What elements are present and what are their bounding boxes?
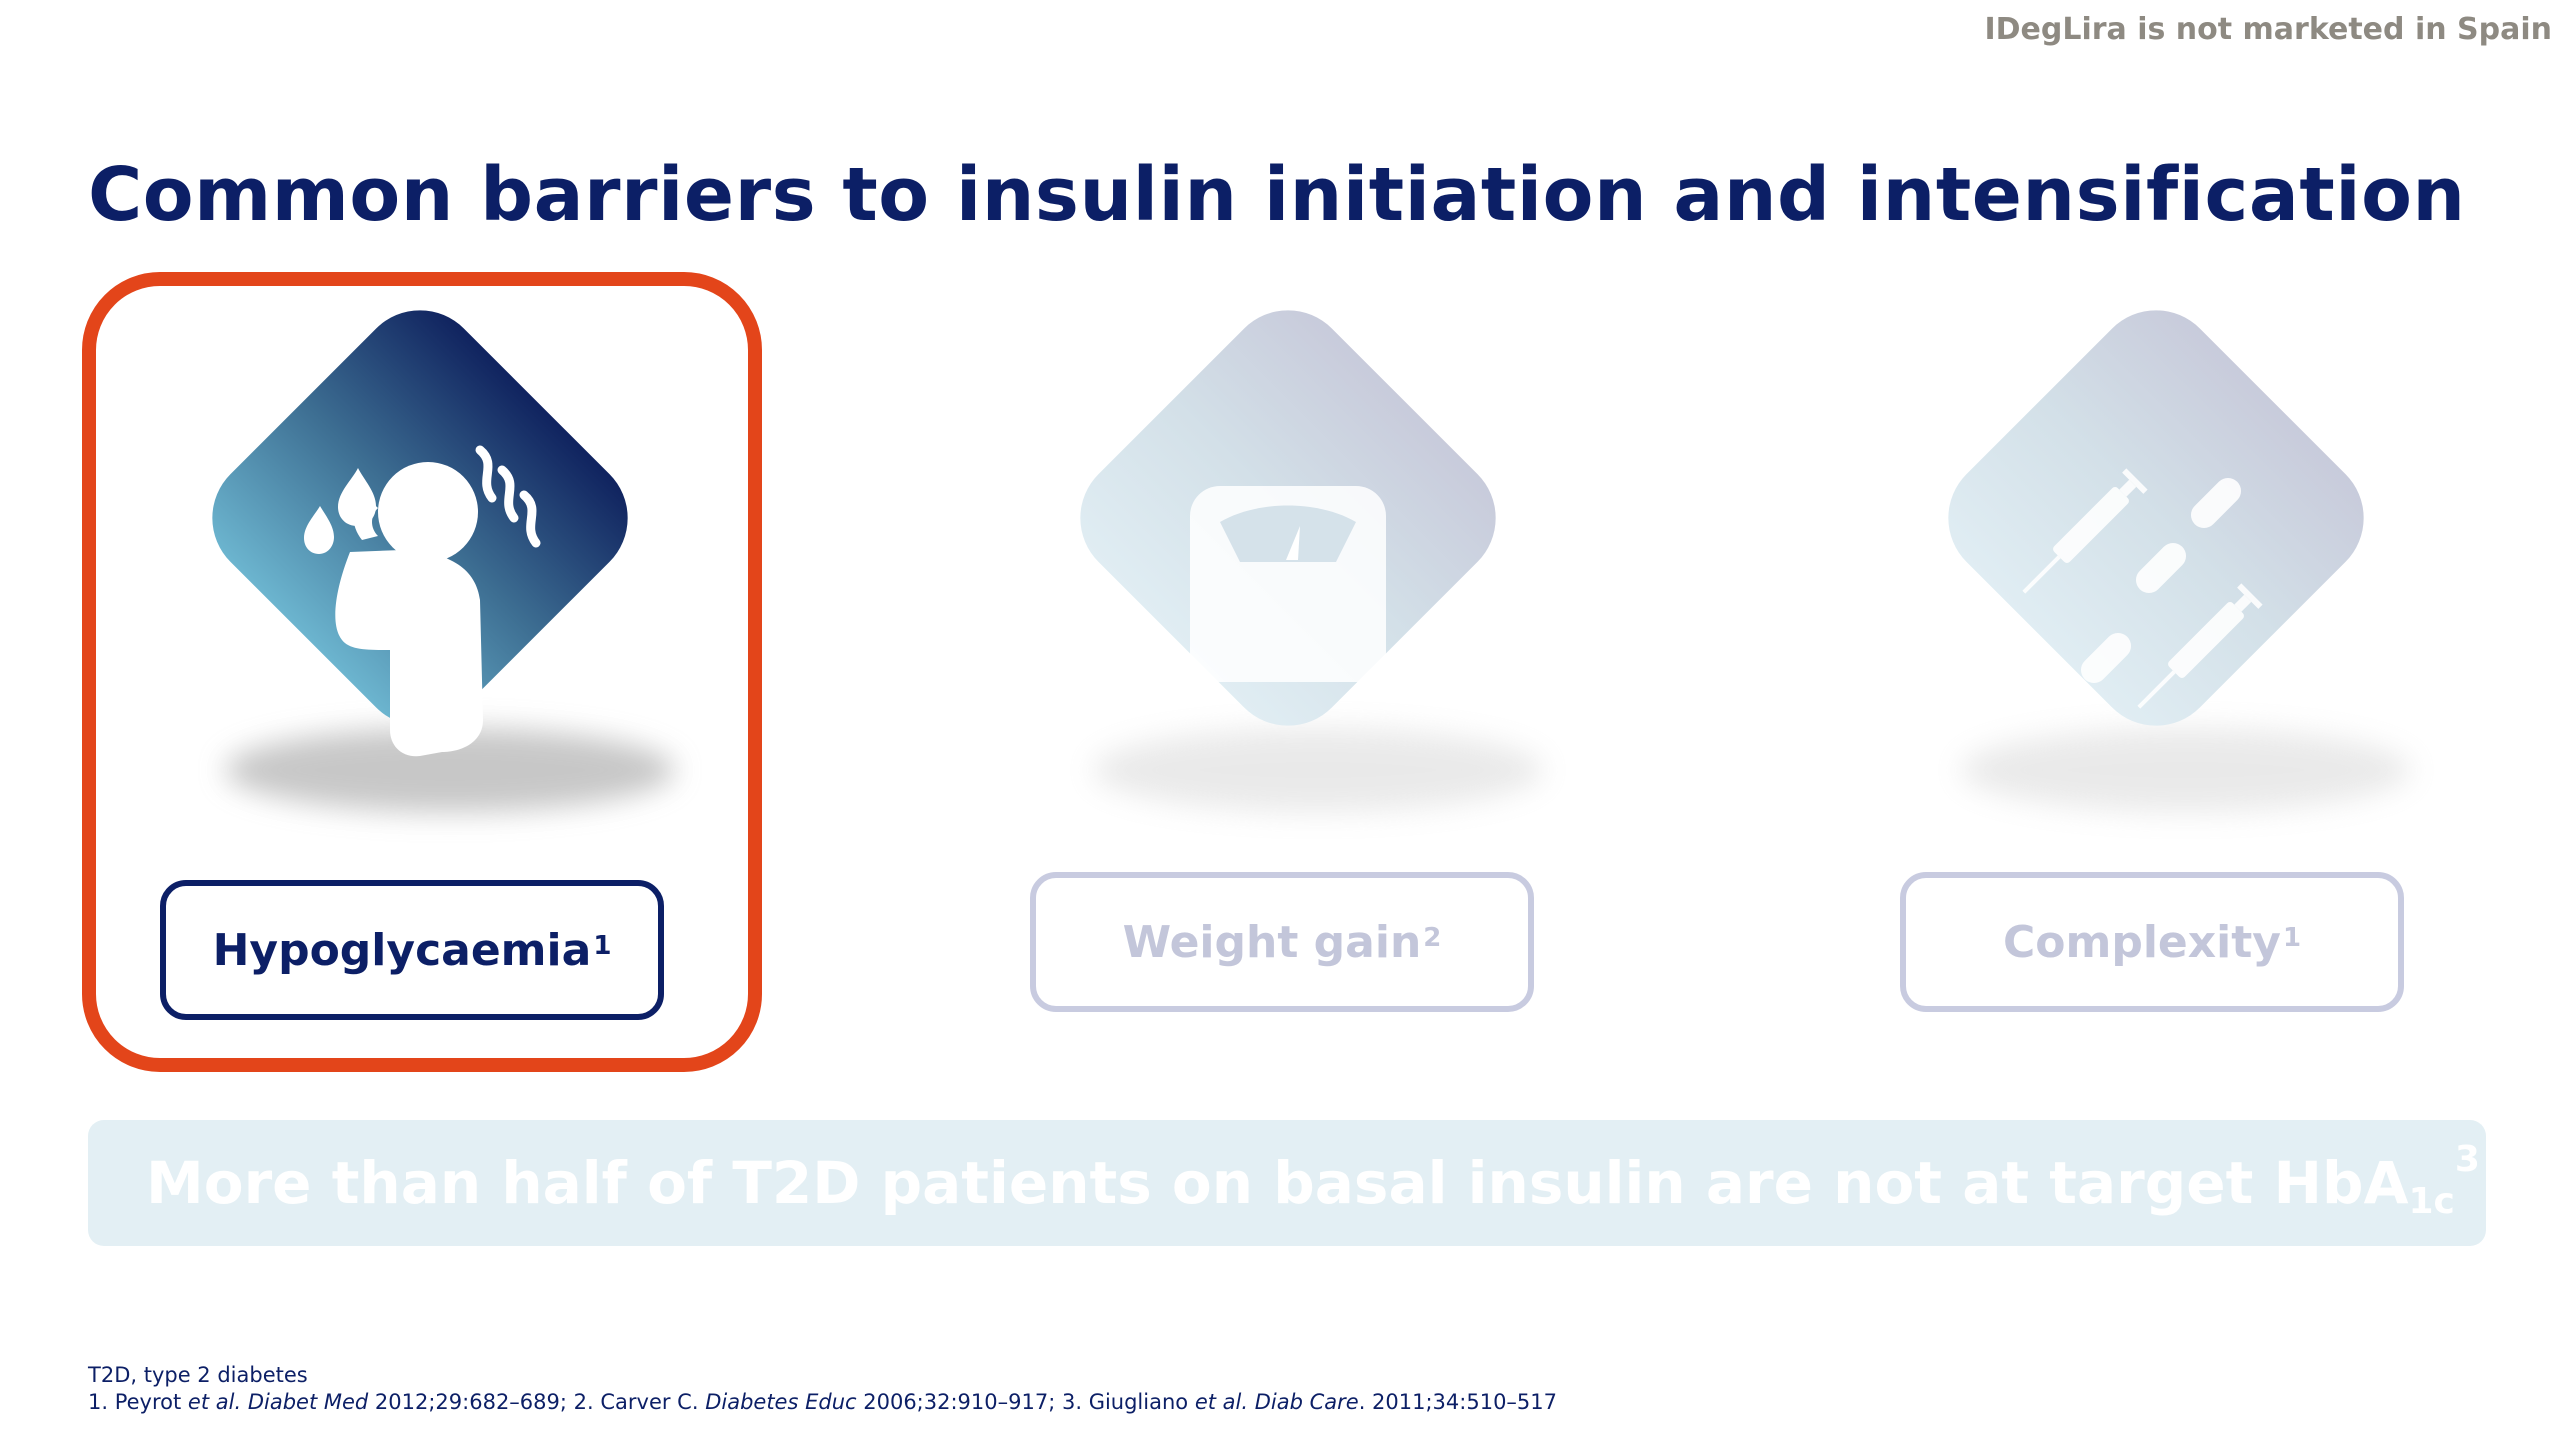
highlight-frame xyxy=(82,272,762,1072)
banner-superscript: 3 xyxy=(2454,1138,2480,1180)
reference-2: 2. Carver C. Diabetes Educ 2006;32:910–9… xyxy=(573,1390,1062,1414)
weight-gain-label-text: Weight gain xyxy=(1122,916,1422,968)
hypoglycaemia-label-text: Hypoglycaemia xyxy=(212,924,592,976)
reference-1: 1. Peyrot et al. Diabet Med 2012;29:682–… xyxy=(88,1390,574,1414)
footnotes: T2D, type 2 diabetes 1. Peyrot et al. Di… xyxy=(88,1362,1557,1416)
hypoglycaemia-ref: 1 xyxy=(593,931,612,961)
weight-gain-card xyxy=(988,290,1588,850)
key-message-banner: More than half of T2D patients on basal … xyxy=(88,1120,2486,1246)
complexity-label-text: Complexity xyxy=(2002,916,2281,968)
syringes-pills-icon xyxy=(1948,310,2411,812)
weight-gain-ref: 2 xyxy=(1423,923,1442,953)
disclaimer-text: IDegLira is not marketed in Spain xyxy=(1984,12,2552,47)
weighing-scale-icon xyxy=(1080,310,1543,812)
weight-gain-label: Weight gain 2 xyxy=(1030,872,1534,1012)
complexity-ref: 1 xyxy=(2282,923,2302,953)
banner-subscript: 1c xyxy=(2408,1180,2455,1222)
sweating-person-icon xyxy=(212,310,675,812)
abbreviation-note: T2D, type 2 diabetes xyxy=(88,1363,308,1387)
page-title: Common barriers to insulin initiation an… xyxy=(88,152,2466,238)
references-line: 1. Peyrot et al. Diabet Med 2012;29:682–… xyxy=(88,1389,1557,1416)
reference-3: 3. Giugliano et al. Diab Care. 2011;34:5… xyxy=(1061,1390,1558,1414)
complexity-label: Complexity 1 xyxy=(1900,872,2404,1012)
hypoglycaemia-label: Hypoglycaemia 1 xyxy=(160,880,664,1020)
hypoglycaemia-card xyxy=(120,290,720,850)
banner-text: More than half of T2D patients on basal … xyxy=(146,1149,2409,1217)
complexity-card xyxy=(1856,290,2456,850)
